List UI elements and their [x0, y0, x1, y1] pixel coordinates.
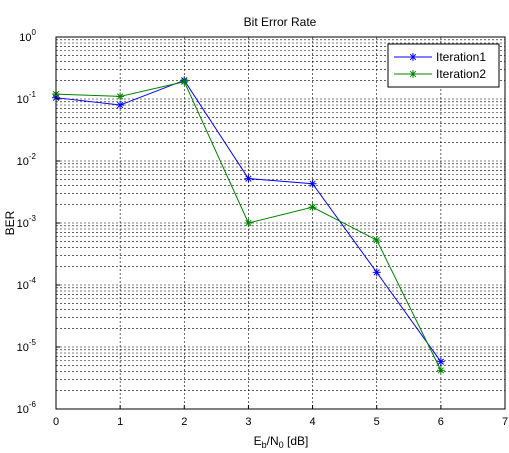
legend-label: Iteration1 [436, 50, 486, 64]
y-tick-label: 10-3 [17, 214, 37, 230]
data-point-marker [244, 174, 253, 183]
x-axis-label-mid: /N [267, 434, 279, 448]
y-tick-label: 10-1 [17, 90, 37, 106]
x-tick-label: 4 [310, 416, 316, 428]
data-point-marker [372, 268, 381, 277]
x-tick-label: 2 [181, 416, 187, 428]
y-tick-label: 10-6 [17, 400, 37, 416]
series-1 [52, 76, 445, 366]
y-tick-label: 10-2 [17, 152, 37, 168]
data-point-marker [308, 203, 317, 212]
series-layer [52, 76, 445, 375]
legend-marker [409, 70, 417, 78]
x-tick-label: 5 [374, 416, 380, 428]
legend-box [387, 43, 500, 88]
x-tick-label: 6 [438, 416, 444, 428]
data-point-marker [116, 92, 125, 101]
grid [56, 37, 505, 409]
chart-title: Bit Error Rate [244, 15, 317, 29]
data-point-marker [308, 179, 317, 188]
x-axis-label-base: E [254, 434, 262, 448]
y-tick-label: 10-5 [17, 338, 37, 354]
x-axis-label: Eb/N0 [dB] [254, 434, 309, 450]
x-tick-label: 1 [117, 416, 123, 428]
data-point-marker [116, 101, 125, 110]
legend-label: Iteration2 [436, 67, 486, 81]
legend-item: Iteration2 [394, 67, 486, 81]
legend: Iteration1 Iteration2 [387, 43, 500, 88]
x-tick-label: 0 [53, 416, 59, 428]
data-point-marker [436, 366, 445, 375]
x-tick-label: 7 [502, 416, 508, 428]
x-axis-label-sub1: b [262, 440, 267, 450]
data-point-marker [180, 77, 189, 86]
data-point-marker [436, 357, 445, 366]
x-axis-label-tail: [dB] [284, 434, 309, 448]
data-point-marker [372, 236, 381, 245]
y-tick-label: 100 [19, 28, 36, 44]
x-tick-label: 3 [245, 416, 251, 428]
ticks: 0 1 2 3 4 5 6 7 100 10-1 10-2 10-3 10-4 10-5 10-6 [17, 28, 508, 428]
x-axis-label-sub2: 0 [279, 440, 284, 450]
y-tick-label: 10-4 [17, 276, 37, 292]
legend-item: Iteration1 [394, 50, 486, 64]
legend-marker [409, 53, 417, 61]
y-axis-label: BER [3, 210, 17, 235]
data-point-marker [244, 219, 253, 227]
